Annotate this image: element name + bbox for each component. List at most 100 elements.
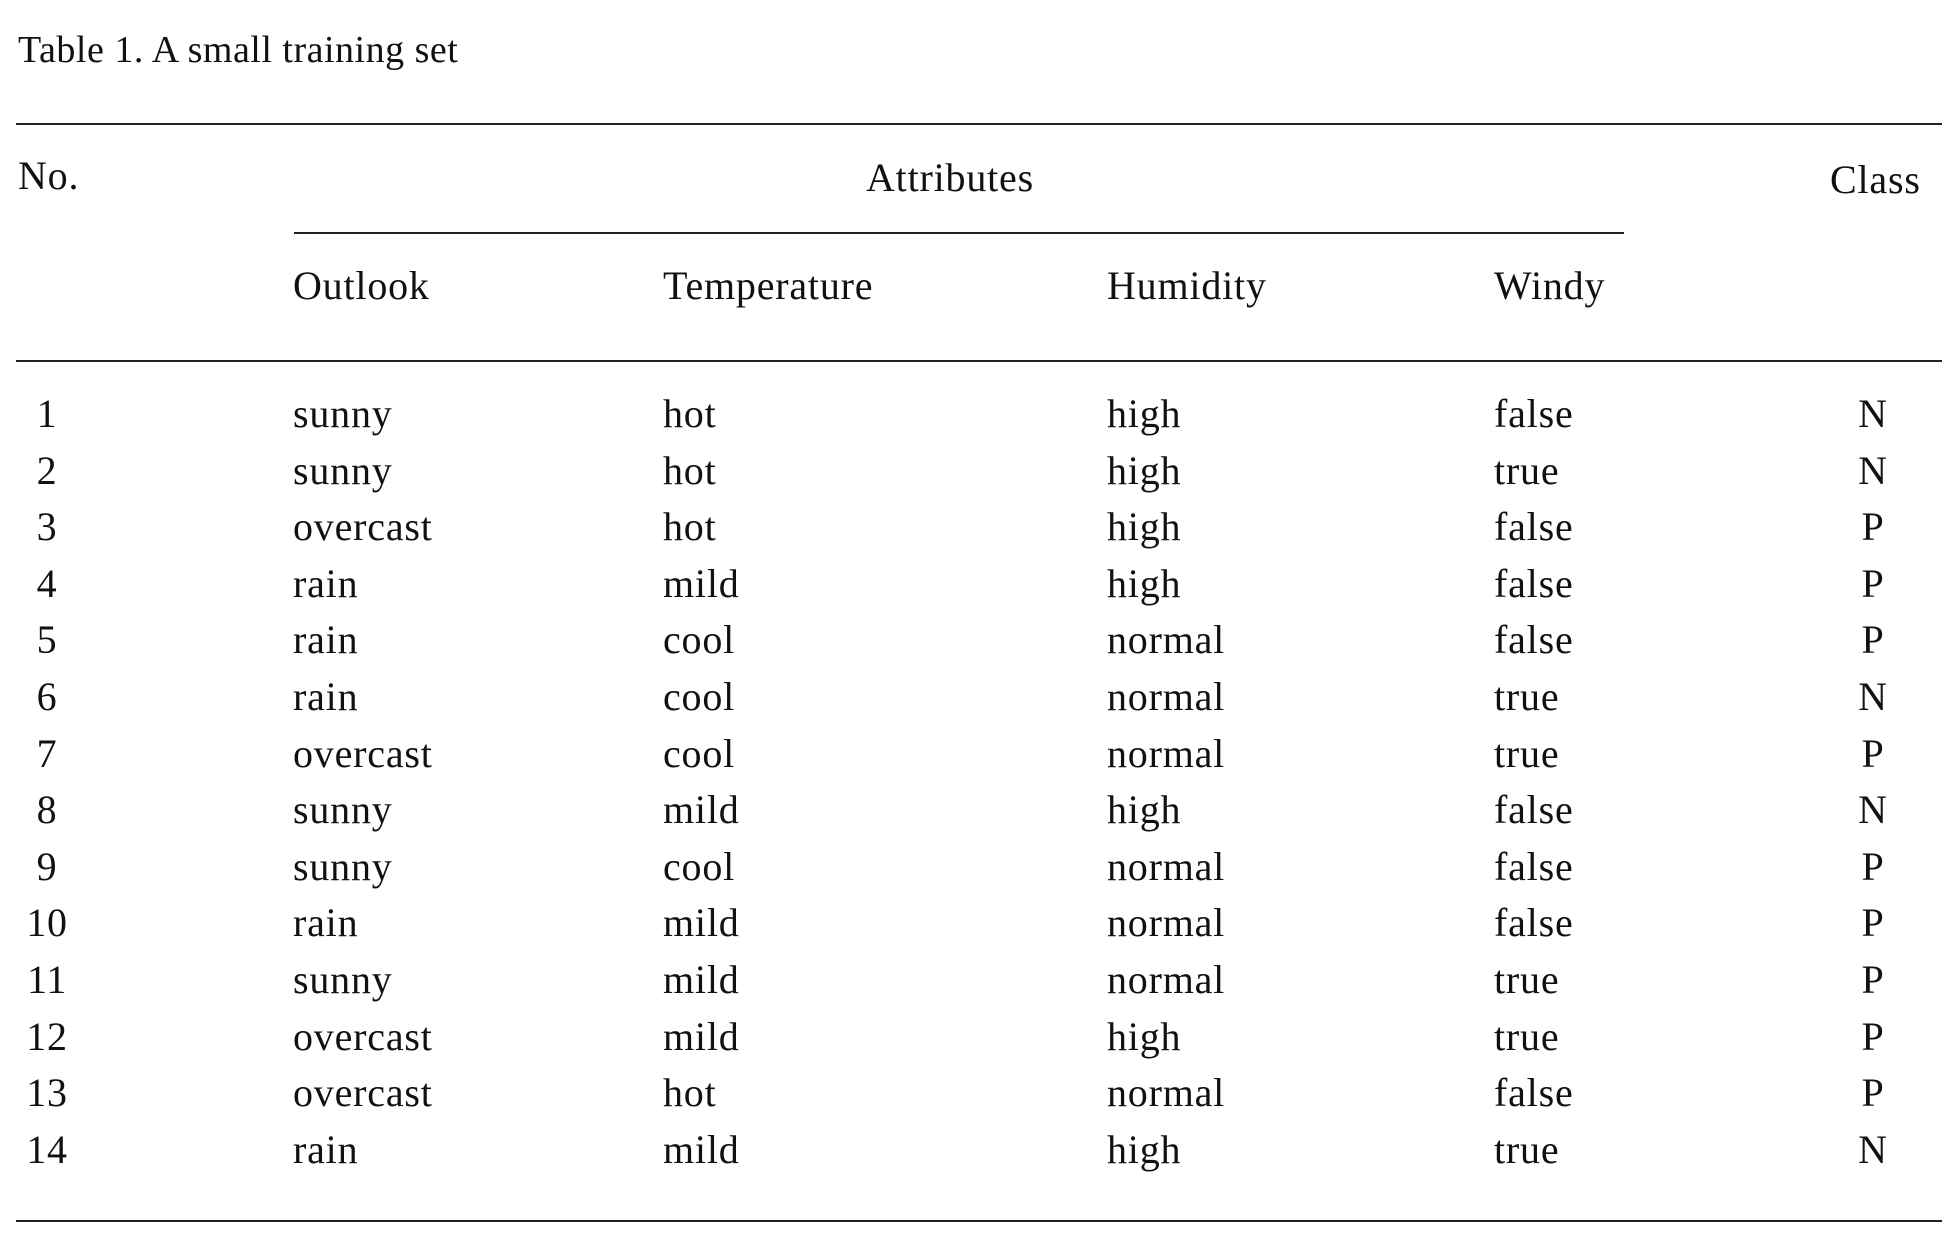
cell-temperature: hot	[663, 504, 717, 550]
cell-class: P	[1861, 956, 1885, 1002]
table-row: 8 sunny mild high false N	[0, 786, 1954, 843]
cell-humidity: high	[1107, 447, 1182, 493]
cell-outlook: rain	[293, 617, 359, 663]
table-row: 11 sunny mild normal true P	[0, 956, 1954, 1013]
cell-humidity: high	[1107, 391, 1182, 436]
header-attributes: Attributes	[866, 155, 1034, 200]
cell-no: 14	[26, 1126, 68, 1172]
cell-temperature: cool	[663, 617, 736, 663]
cell-temperature: mild	[663, 560, 740, 606]
cell-no: 3	[36, 504, 58, 550]
table-row: 6 rain cool normal true N	[0, 673, 1954, 730]
cell-outlook: rain	[293, 1126, 359, 1172]
cell-humidity: normal	[1107, 730, 1226, 776]
cell-windy: false	[1494, 504, 1574, 550]
table-caption: Table 1. A small training set	[18, 29, 459, 71]
cell-class: N	[1858, 391, 1888, 436]
cell-no: 6	[36, 673, 58, 719]
cell-no: 2	[36, 447, 58, 493]
cell-no: 13	[26, 1070, 68, 1116]
cell-outlook: rain	[293, 560, 359, 606]
table-body: 1 sunny hot high false N 2 sunny hot hig…	[0, 390, 1954, 1182]
cell-class: N	[1858, 787, 1888, 833]
table-row: 4 rain mild high false P	[0, 560, 1954, 617]
cell-windy: true	[1494, 1126, 1560, 1172]
header-outlook: Outlook	[293, 263, 430, 308]
cell-outlook: sunny	[293, 956, 393, 1002]
cell-windy: true	[1494, 956, 1560, 1002]
cell-class: P	[1861, 560, 1885, 606]
cell-windy: false	[1494, 391, 1574, 436]
cell-temperature: mild	[663, 787, 740, 833]
cell-temperature: cool	[663, 730, 736, 776]
cell-outlook: overcast	[293, 1013, 433, 1059]
bottom-rule	[16, 1220, 1942, 1222]
cell-outlook: sunny	[293, 391, 393, 436]
header-temperature: Temperature	[663, 263, 874, 308]
cell-humidity: high	[1107, 560, 1182, 606]
cell-humidity: high	[1107, 1013, 1182, 1059]
cell-windy: true	[1494, 673, 1560, 719]
cell-class: N	[1858, 673, 1888, 719]
cell-humidity: normal	[1107, 900, 1226, 946]
cell-humidity: normal	[1107, 956, 1226, 1002]
cell-humidity: high	[1107, 504, 1182, 550]
cell-outlook: sunny	[293, 447, 393, 493]
cell-temperature: mild	[663, 900, 740, 946]
cell-outlook: overcast	[293, 1070, 433, 1116]
cell-temperature: cool	[663, 843, 736, 889]
cell-outlook: sunny	[293, 843, 393, 889]
header-rule	[16, 360, 1942, 362]
cell-outlook: rain	[293, 673, 359, 719]
cell-humidity: normal	[1107, 1070, 1226, 1116]
cell-no: 12	[26, 1013, 68, 1059]
cell-class: P	[1861, 730, 1885, 776]
header-no: No.	[18, 153, 80, 198]
header-windy: Windy	[1494, 263, 1606, 308]
cell-class: N	[1858, 447, 1888, 493]
cell-humidity: normal	[1107, 673, 1226, 719]
header-class: Class	[1830, 157, 1921, 202]
cell-outlook: rain	[293, 900, 359, 946]
cell-windy: false	[1494, 787, 1574, 833]
cell-no: 8	[36, 787, 58, 833]
cell-windy: false	[1494, 843, 1574, 889]
cell-no: 9	[36, 843, 58, 889]
top-rule	[16, 123, 1942, 125]
cell-outlook: sunny	[293, 787, 393, 833]
attributes-rule	[294, 232, 1624, 234]
cell-temperature: mild	[663, 1013, 740, 1059]
cell-no: 1	[36, 391, 58, 436]
cell-class: P	[1861, 504, 1885, 550]
cell-humidity: normal	[1107, 617, 1226, 663]
cell-windy: false	[1494, 617, 1574, 663]
cell-no: 4	[36, 560, 58, 606]
table-row: 14 rain mild high true N	[0, 1126, 1954, 1183]
cell-class: P	[1861, 1013, 1885, 1059]
cell-no: 11	[26, 956, 68, 1002]
cell-class: P	[1861, 843, 1885, 889]
cell-temperature: mild	[663, 956, 740, 1002]
table-row: 2 sunny hot high true N	[0, 447, 1954, 504]
table-row: 1 sunny hot high false N	[0, 390, 1954, 447]
table-row: 7 overcast cool normal true P	[0, 730, 1954, 787]
cell-windy: true	[1494, 447, 1560, 493]
cell-humidity: normal	[1107, 843, 1226, 889]
cell-class: P	[1861, 900, 1885, 946]
cell-no: 5	[36, 617, 58, 663]
cell-temperature: hot	[663, 1070, 717, 1116]
table-row: 12 overcast mild high true P	[0, 1013, 1954, 1070]
table-row: 5 rain cool normal false P	[0, 616, 1954, 673]
cell-outlook: overcast	[293, 730, 433, 776]
cell-temperature: hot	[663, 391, 717, 436]
cell-temperature: cool	[663, 673, 736, 719]
cell-outlook: overcast	[293, 504, 433, 550]
cell-windy: false	[1494, 900, 1574, 946]
cell-windy: false	[1494, 560, 1574, 606]
cell-class: P	[1861, 617, 1885, 663]
cell-class: P	[1861, 1070, 1885, 1116]
cell-windy: true	[1494, 1013, 1560, 1059]
cell-humidity: high	[1107, 787, 1182, 833]
cell-windy: true	[1494, 730, 1560, 776]
cell-temperature: hot	[663, 447, 717, 493]
